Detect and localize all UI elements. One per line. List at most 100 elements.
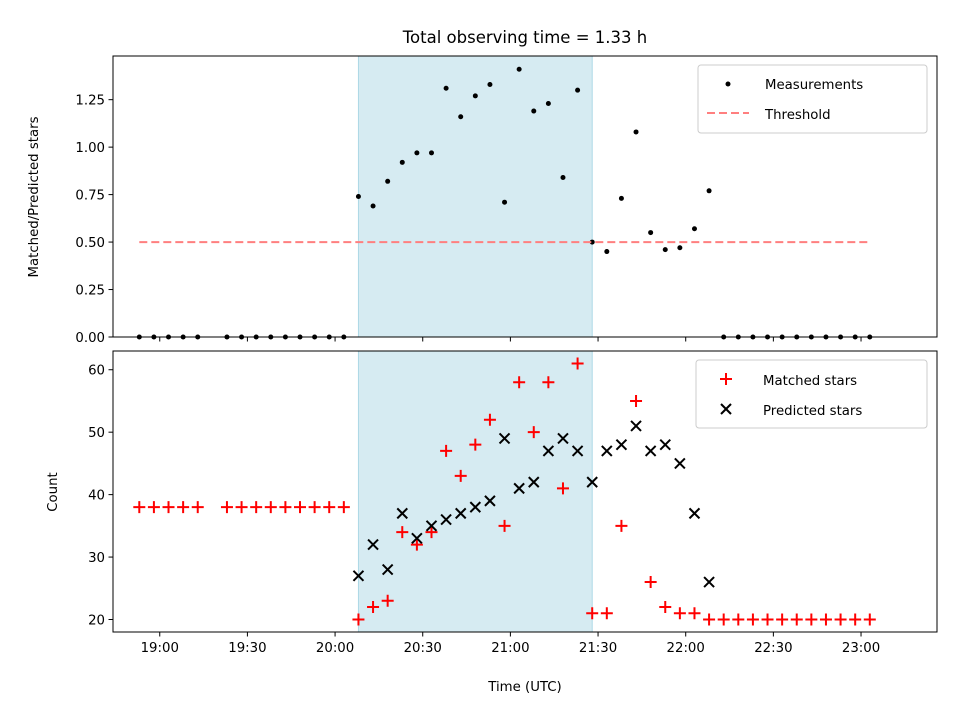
predicted-star-point <box>615 438 628 451</box>
predicted-star-point <box>659 438 671 451</box>
measurement-point <box>414 150 420 156</box>
axes-frame <box>112 350 938 633</box>
measurement-point <box>487 81 493 87</box>
measurement-point <box>545 100 551 106</box>
y-tick-label: 1.00 <box>75 141 105 156</box>
matched-star-point <box>162 501 175 514</box>
measurement-point <box>458 114 464 120</box>
y-tick-label: 50 <box>88 426 105 441</box>
bottom-legend-frame <box>695 359 928 429</box>
legend-measurements-marker <box>725 81 731 87</box>
y-tick-label: 20 <box>88 614 105 629</box>
bottom-y-axis-label: Count <box>46 472 61 512</box>
matched-star-point <box>396 526 409 539</box>
matched-star-point <box>717 613 730 626</box>
legend-threshold-label: Threshold <box>764 108 831 123</box>
predicted-star-point <box>425 520 438 532</box>
matched-star-point <box>425 526 438 539</box>
matched-star-point <box>279 501 292 514</box>
matched-star-point <box>790 613 803 626</box>
bottom-legend: Matched stars Predicted stars <box>695 359 928 429</box>
predicted-star-point <box>674 457 686 470</box>
matched-star-point <box>761 613 774 626</box>
matched-star-point <box>849 613 862 626</box>
matched-star-point <box>308 501 321 514</box>
measurement-point <box>443 85 449 91</box>
matched-star-point <box>630 394 643 407</box>
top-legend-frame <box>697 64 928 134</box>
matched-star-point <box>440 444 453 457</box>
measurement-point <box>385 178 391 184</box>
predicted-star-point <box>586 476 598 488</box>
x-tick-label: 21:00 <box>491 641 529 656</box>
legend-predicted-marker <box>720 403 732 415</box>
measurement-point <box>502 199 508 205</box>
x-axis-label: Time (UTC) <box>487 680 562 695</box>
matched-star-point <box>746 613 759 626</box>
x-tick-label: 19:00 <box>141 641 179 656</box>
measurement-point <box>399 159 405 165</box>
predicted-star-point <box>484 495 496 507</box>
matched-star-point <box>863 613 876 626</box>
matched-star-point <box>615 519 628 532</box>
y-tick-label: 60 <box>88 364 105 379</box>
y-tick-label: 30 <box>88 551 105 566</box>
matched-star-point <box>659 601 672 614</box>
predicted-star-point <box>542 445 555 457</box>
predicted-star-point <box>644 445 657 457</box>
matched-star-point <box>703 613 716 626</box>
matched-star-point <box>673 607 686 620</box>
measurement-point <box>589 239 595 245</box>
predicted-star-point <box>571 445 584 457</box>
observing-window-span <box>357 350 593 633</box>
matched-star-point <box>410 538 423 551</box>
matched-star-point <box>644 576 657 589</box>
measurement-point <box>677 245 683 251</box>
matched-star-point <box>542 376 555 389</box>
matched-star-point <box>381 594 394 607</box>
predicted-star-point <box>440 513 452 526</box>
predicted-star-point <box>630 420 642 432</box>
series-predicted-stars <box>352 420 715 588</box>
measurement-point <box>516 66 522 72</box>
predicted-star-point <box>601 445 613 457</box>
matched-star-point <box>571 357 584 370</box>
chart-title: Total observing time = 1.33 h <box>402 28 647 47</box>
legend-matched-marker <box>720 373 732 385</box>
predicted-star-point <box>352 570 365 582</box>
matched-star-point <box>819 613 832 626</box>
y-tick-label: 0.50 <box>75 236 105 251</box>
matched-star-point <box>498 519 511 532</box>
y-tick-label: 0.25 <box>75 284 105 299</box>
matched-star-point <box>294 501 307 514</box>
matched-star-point <box>323 501 336 514</box>
matched-star-point <box>527 426 540 439</box>
measurement-point <box>531 108 537 114</box>
matched-star-point <box>469 438 482 451</box>
x-tick-label: 22:00 <box>667 641 705 656</box>
legend-predicted-label: Predicted stars <box>763 404 862 419</box>
predicted-star-point <box>381 563 394 576</box>
x-tick-label: 20:30 <box>404 641 442 656</box>
bottom-panel: 19:00 19:30 20:00 20:30 21:00 21:30 22:00 22:30… <box>46 350 938 695</box>
measurement-point <box>355 194 361 199</box>
predicted-star-point <box>469 501 482 513</box>
matched-star-point <box>352 613 365 626</box>
predicted-star-point <box>411 532 423 545</box>
bottom-plot-area: 19:00 19:30 20:00 20:30 21:00 21:30 22:00 22:30… <box>88 350 938 656</box>
top-panel: Total observing time = 1.33 h 0.000.250.… <box>27 28 938 346</box>
measurement-point <box>370 203 376 209</box>
matched-star-point <box>235 501 248 514</box>
matched-star-point <box>191 501 204 514</box>
measurement-point <box>560 175 566 181</box>
top-plot-area: 0.00 0.25 0.50 0.75 1.00 1.25 <box>75 55 938 346</box>
y-tick-label: 1.25 <box>75 94 105 109</box>
axes-frame <box>112 55 938 338</box>
predicted-star-point <box>498 432 511 445</box>
matched-star-point <box>776 613 789 626</box>
matched-star-point <box>483 413 496 426</box>
x-tick-label: 21:30 <box>579 641 617 656</box>
measurement-point <box>428 150 434 156</box>
matched-star-point <box>834 613 847 626</box>
